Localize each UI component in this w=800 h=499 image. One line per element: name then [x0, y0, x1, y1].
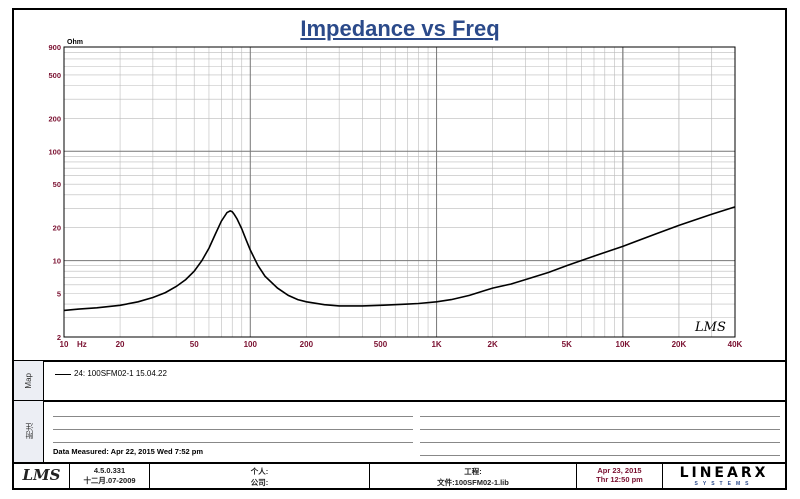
file-label: 文件:100SFM02-1.lib	[437, 478, 509, 487]
legend-side-label: Map	[24, 373, 33, 389]
x-tick-label: 200	[300, 340, 314, 349]
notes-section	[14, 400, 785, 462]
x-tick-label: 10K	[616, 340, 631, 349]
x-tick-label: 40K	[728, 340, 743, 349]
x-unit-label: Hz	[77, 340, 87, 349]
y-tick-labels: 2 5 10 20 50 100 200 500 900	[48, 43, 61, 342]
legend-swatch	[55, 374, 71, 375]
company-label: 公司:	[250, 478, 269, 487]
report-time: Thr 12:50 pm	[596, 475, 643, 484]
note-line	[420, 455, 780, 456]
x-tick-label: 20K	[672, 340, 687, 349]
project-label: 工程:	[464, 467, 482, 476]
report-date: Apr 23, 2015	[597, 466, 642, 475]
version-number: 4.5.0.331	[93, 466, 126, 475]
x-tick-label: 100	[244, 340, 258, 349]
lms-logo: LMS	[22, 466, 61, 484]
notes-sidebar: 附注	[14, 401, 44, 462]
footer-brand-cell: LINEARX SYSTEMS	[663, 462, 785, 490]
y-tick-label: 10	[53, 257, 61, 266]
x-tick-label: 10	[60, 340, 69, 349]
y-tick-label: 2	[57, 333, 61, 342]
note-line	[420, 429, 780, 430]
y-tick-label: 500	[48, 71, 61, 80]
legend-section	[14, 360, 785, 400]
note-line	[53, 416, 413, 417]
footer-logo-cell: LMS	[14, 462, 70, 490]
notes-side-label: 附注	[25, 423, 34, 439]
footer-bar	[14, 462, 785, 490]
x-tick-label: 50	[190, 340, 199, 349]
chart-title: Impedance vs Freq	[300, 16, 500, 41]
y-unit-label: Ohm	[67, 39, 83, 46]
y-tick-label: 900	[48, 43, 61, 52]
person-label: 个人:	[250, 467, 269, 476]
version-date: 十二月.07-2009	[83, 476, 136, 485]
legend-sidebar: Map	[14, 361, 44, 400]
footer-person-cell: 个人: 公司:	[150, 462, 370, 490]
x-tick-label: 2K	[488, 340, 498, 349]
y-tick-label: 200	[48, 114, 61, 123]
x-tick-labels: 10 20 50 100 200 500 1K 2K 5K 10K 20K 40K	[60, 340, 743, 349]
x-tick-label: 5K	[562, 340, 572, 349]
x-tick-label: 20	[116, 340, 125, 349]
outer-frame	[12, 8, 787, 490]
x-tick-label: 500	[374, 340, 388, 349]
x-tick-label: 1K	[431, 340, 441, 349]
y-tick-label: 100	[48, 147, 61, 156]
footer-project-cell: 工程: 文件:100SFM02-1.lib	[370, 462, 577, 490]
y-tick-label: 5	[57, 290, 61, 299]
legend-entry: 24: 100SFM02-1 15.04.22	[74, 369, 167, 378]
note-line	[420, 442, 780, 443]
note-line	[420, 416, 780, 417]
watermark-logo: LMS	[694, 320, 726, 335]
y-tick-label: 50	[53, 180, 61, 189]
series-line-impedance	[63, 206, 736, 312]
footer-date-cell: Apr 23, 2015 Thr 12:50 pm	[577, 462, 663, 490]
footer-version-cell: 4.5.0.331 十二月.07-2009	[70, 462, 150, 490]
y-tick-label: 20	[53, 224, 61, 233]
note-line	[53, 429, 413, 430]
plot-border	[63, 46, 736, 338]
brand-logo: LINEARX	[679, 465, 769, 481]
note-line	[53, 442, 413, 443]
date-measured: Data Measured: Apr 22, 2015 Wed 7:52 pm	[53, 447, 204, 456]
brand-sub: SYSTEMS	[694, 481, 754, 487]
